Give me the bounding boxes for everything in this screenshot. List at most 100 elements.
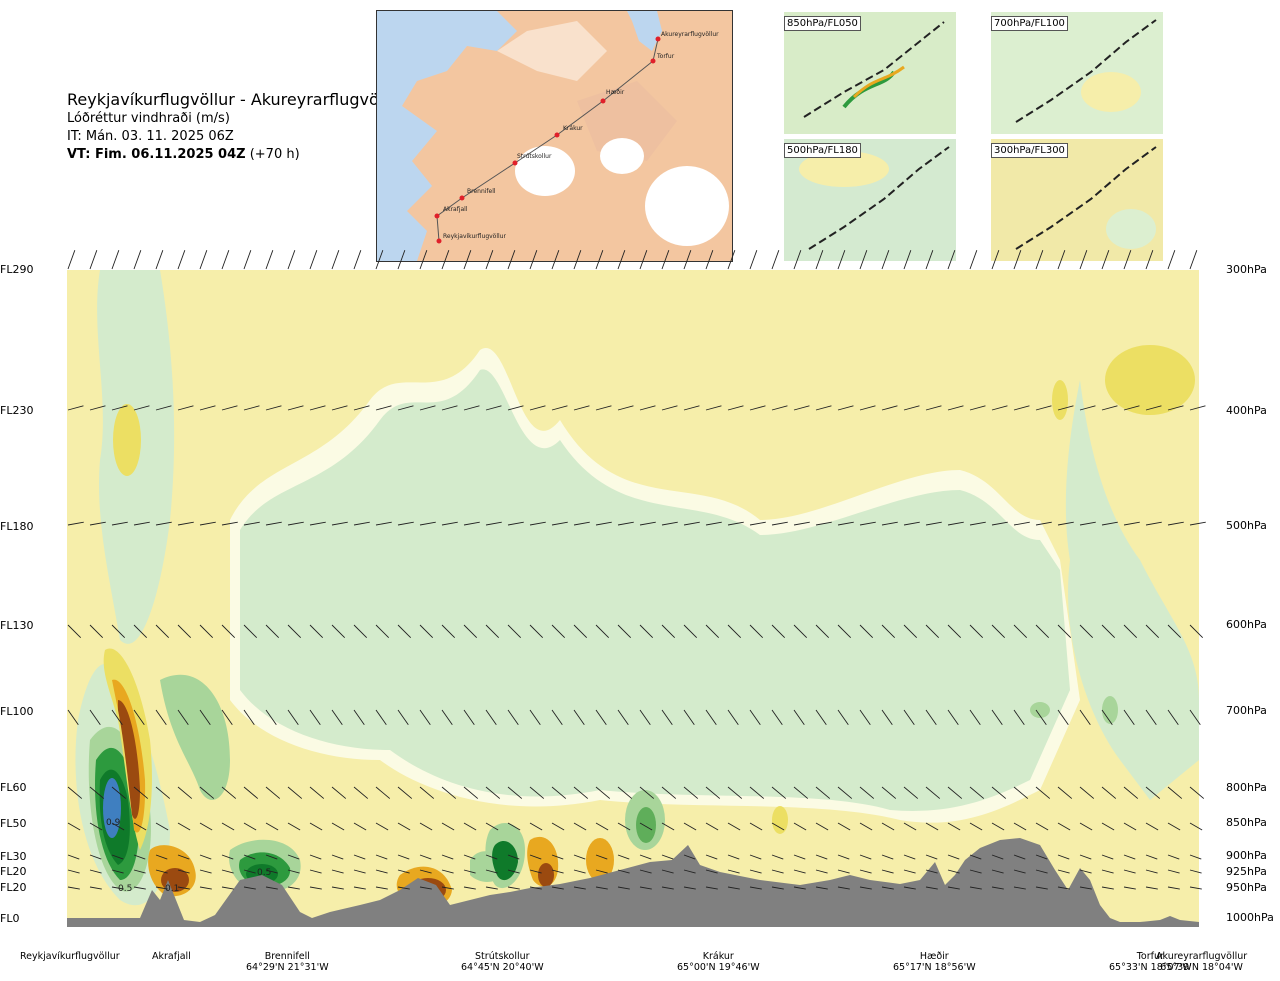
- fl-label-5: FL60: [0, 781, 27, 794]
- mini-map-700: 700hPa/FL100: [991, 12, 1163, 134]
- wind-barb-420: [155, 869, 168, 874]
- wind-barb-339: [661, 822, 675, 831]
- wind-barb-367: [133, 854, 146, 860]
- wind-barb-51: [1189, 250, 1198, 270]
- wind-barb-475: [221, 886, 234, 890]
- wind-barb-364: [67, 854, 80, 860]
- wind-barb-450: [815, 869, 828, 874]
- wind-barb-294: [815, 786, 831, 799]
- wind-barb-146: [991, 521, 1008, 526]
- wind-barb-416: [67, 869, 80, 874]
- variable-label: Lóðréttur vindhraði (m/s): [67, 111, 230, 126]
- wind-barb-421: [177, 869, 190, 874]
- wind-barb-80: [683, 405, 700, 411]
- wind-barb-243: [837, 709, 849, 726]
- wind-barb-333: [529, 822, 543, 831]
- wind-barb-38: [903, 250, 912, 270]
- wind-barb-57: [177, 405, 194, 411]
- wind-barb-502: [815, 886, 828, 890]
- pressure-label-9: 950hPa: [1226, 881, 1267, 894]
- wind-barb-93: [969, 405, 986, 411]
- wind-barb-487: [485, 886, 498, 890]
- wind-barb-507: [925, 886, 938, 890]
- wind-barb-16: [419, 250, 428, 270]
- station-brennifell: Brennifell 64°29'N 21°31'W: [246, 951, 329, 973]
- wind-barb-488: [507, 886, 520, 890]
- map-label-strutskollur: Strútskollur: [517, 153, 552, 160]
- wind-barb-435: [485, 869, 498, 874]
- wind-barb-267: [221, 786, 237, 799]
- wind-barb-471: [133, 886, 146, 890]
- wind-barb-261: [89, 786, 105, 799]
- wind-barb-393: [705, 854, 718, 860]
- wind-barb-3: [133, 250, 142, 270]
- wind-barb-89: [881, 405, 898, 411]
- mini-map-300: 300hPa/FL300: [991, 139, 1163, 261]
- wind-barb-101: [1145, 405, 1162, 411]
- wind-barb-430: [375, 869, 388, 874]
- wind-barb-205: [1145, 624, 1160, 639]
- wind-barb-49: [1145, 250, 1154, 270]
- wind-barb-104: [67, 521, 84, 526]
- wind-barb-29: [705, 250, 714, 270]
- wind-barb-200: [1035, 624, 1050, 639]
- contour-label-4: 0.5: [257, 868, 271, 878]
- wind-barb-462: [1079, 869, 1092, 874]
- wind-barb-75: [573, 405, 590, 411]
- wind-barb-374: [287, 854, 300, 860]
- wind-barb-509: [969, 886, 982, 890]
- wind-barb-42: [991, 250, 1000, 270]
- wind-barb-241: [793, 709, 805, 726]
- wind-barb-331: [485, 822, 499, 831]
- wind-barb-156: [67, 624, 82, 639]
- wind-barb-492: [595, 886, 608, 890]
- wind-barb-155: [1189, 521, 1206, 526]
- wind-barb-128: [595, 521, 612, 526]
- wind-barb-130: [639, 521, 656, 526]
- wind-barb-454: [903, 869, 916, 874]
- fl-label-8: FL20: [0, 865, 27, 878]
- wind-barb-466: [1167, 869, 1180, 874]
- wind-barb-338: [639, 822, 653, 831]
- wind-barb-461: [1057, 869, 1070, 874]
- wind-barb-140: [859, 521, 876, 526]
- wind-barb-17: [441, 250, 450, 270]
- wind-barb-486: [463, 886, 476, 890]
- wind-barb-162: [199, 624, 214, 639]
- wind-barb-438: [551, 869, 564, 874]
- wind-barb-474: [199, 886, 212, 890]
- wind-barb-336: [595, 822, 609, 831]
- mini-map-850: 850hPa/FL050: [784, 12, 956, 134]
- wind-barb-180: [595, 624, 610, 639]
- wind-barb-147: [1013, 521, 1030, 526]
- wind-barb-276: [419, 786, 435, 799]
- wind-barb-82: [727, 405, 744, 411]
- wind-barb-395: [749, 854, 762, 860]
- fl-label-7: FL30: [0, 850, 27, 863]
- wind-barb-85: [793, 405, 810, 411]
- wind-barb-277: [441, 786, 457, 799]
- wind-barb-159: [133, 624, 148, 639]
- wind-barb-357: [1057, 822, 1071, 831]
- wind-barb-110: [199, 521, 216, 526]
- wind-barb-164: [243, 624, 258, 639]
- wind-barb-300: [947, 786, 963, 799]
- wind-barb-501: [793, 886, 806, 890]
- wind-barb-323: [309, 822, 323, 831]
- wind-barb-271: [309, 786, 325, 799]
- wind-barb-348: [859, 822, 873, 831]
- station-akrafjall: Akrafjall: [152, 951, 191, 962]
- wind-barb-273: [353, 786, 369, 799]
- wind-barb-240: [771, 709, 783, 726]
- wind-barb-48: [1123, 250, 1132, 270]
- wind-barb-171: [397, 624, 412, 639]
- wind-barb-480: [331, 886, 344, 890]
- wind-barb-95: [1013, 405, 1030, 411]
- wind-barb-511: [1013, 886, 1026, 890]
- wind-barb-297: [881, 786, 897, 799]
- wind-barb-209: [89, 709, 101, 726]
- wind-barb-247: [925, 709, 937, 726]
- wind-barb-112: [243, 521, 260, 526]
- wind-barb-355: [1013, 822, 1027, 831]
- wind-barb-119: [397, 521, 414, 526]
